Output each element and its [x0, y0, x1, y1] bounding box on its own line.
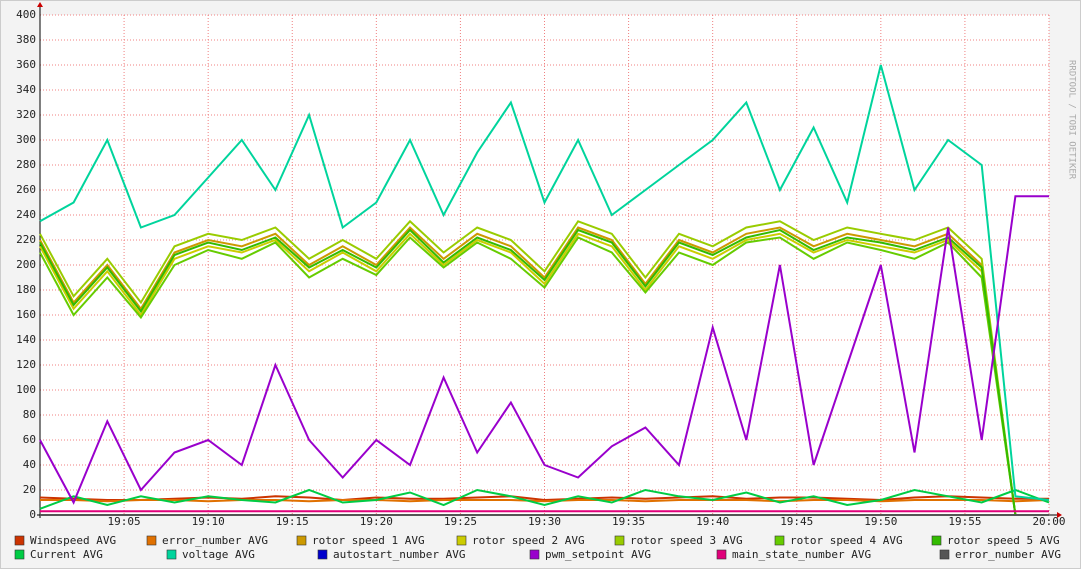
y-tick-label: 280 [16, 158, 36, 171]
legend-swatch [774, 535, 785, 546]
legend-swatch [716, 549, 727, 560]
legend-swatch [166, 549, 177, 560]
legend-swatch [14, 549, 25, 560]
y-tick-label: 220 [16, 233, 36, 246]
y-tick-label: 120 [16, 358, 36, 371]
y-tick-label: 20 [23, 483, 36, 496]
series-line [39, 226, 1049, 516]
series-line [40, 499, 1050, 503]
x-tick-label: 19:45 [780, 515, 813, 528]
legend-label: Windspeed AVG [30, 534, 116, 547]
series-line [39, 64, 1050, 501]
x-tick-label: 19:15 [276, 515, 309, 528]
x-tick-label: 19:25 [444, 515, 477, 528]
series-line [39, 236, 1049, 516]
legend-label: pwm_setpoint AVG [545, 548, 651, 561]
x-tick-label: 19:50 [864, 515, 897, 528]
x-tick-label: 19:40 [696, 515, 729, 528]
legend-label: rotor speed 4 AVG [790, 534, 903, 547]
series-line [39, 488, 1050, 510]
y-tick-label: 240 [16, 208, 36, 221]
y-tick-label: 360 [16, 58, 36, 71]
legend-swatch [931, 535, 942, 546]
y-tick-label: 400 [16, 8, 36, 21]
legend-label: error_number AVG [955, 548, 1061, 561]
axis-arrow [1057, 512, 1062, 518]
legend-swatch [456, 535, 467, 546]
legend-swatch [14, 535, 25, 546]
legend-swatch [146, 535, 157, 546]
y-tick-label: 40 [23, 458, 36, 471]
legend-label: rotor speed 1 AVG [312, 534, 425, 547]
legend-label: rotor speed 5 AVG [947, 534, 1060, 547]
y-tick-label: 60 [23, 433, 36, 446]
series-line [39, 228, 1049, 516]
x-tick-label: 19:10 [192, 515, 225, 528]
y-tick-label: 160 [16, 308, 36, 321]
series-line [39, 232, 1049, 516]
y-tick-label: 180 [16, 283, 36, 296]
legend-label: voltage AVG [182, 548, 255, 561]
legend-label: error_number AVG [162, 534, 268, 547]
y-tick-label: 100 [16, 383, 36, 396]
legend-swatch [529, 549, 540, 560]
y-tick-label: 140 [16, 333, 36, 346]
x-tick-label: 19:55 [948, 515, 981, 528]
x-tick-label: 20:00 [1032, 515, 1065, 528]
series-line [39, 219, 1049, 516]
legend-label: autostart_number AVG [333, 548, 465, 561]
y-tick-label: 0 [29, 508, 36, 521]
watermark: RRDTOOL / TOBI OETIKER [1067, 60, 1077, 180]
y-tick-label: 260 [16, 183, 36, 196]
x-tick-label: 19:30 [528, 515, 561, 528]
axis-arrow [37, 2, 43, 7]
y-tick-label: 80 [23, 408, 36, 421]
legend-label: main_state_number AVG [732, 548, 871, 561]
y-tick-label: 320 [16, 108, 36, 121]
y-tick-label: 340 [16, 83, 36, 96]
y-tick-label: 300 [16, 133, 36, 146]
y-tick-label: 380 [16, 33, 36, 46]
x-tick-label: 19:20 [360, 515, 393, 528]
legend-label: Current AVG [30, 548, 103, 561]
legend-swatch [614, 535, 625, 546]
legend-swatch [296, 535, 307, 546]
x-tick-label: 19:35 [612, 515, 645, 528]
legend-swatch [317, 549, 328, 560]
legend-label: rotor speed 3 AVG [630, 534, 743, 547]
legend-label: rotor speed 2 AVG [472, 534, 585, 547]
x-tick-label: 19:05 [108, 515, 141, 528]
y-tick-label: 200 [16, 258, 36, 271]
legend-swatch [939, 549, 950, 560]
series-line [39, 195, 1049, 505]
